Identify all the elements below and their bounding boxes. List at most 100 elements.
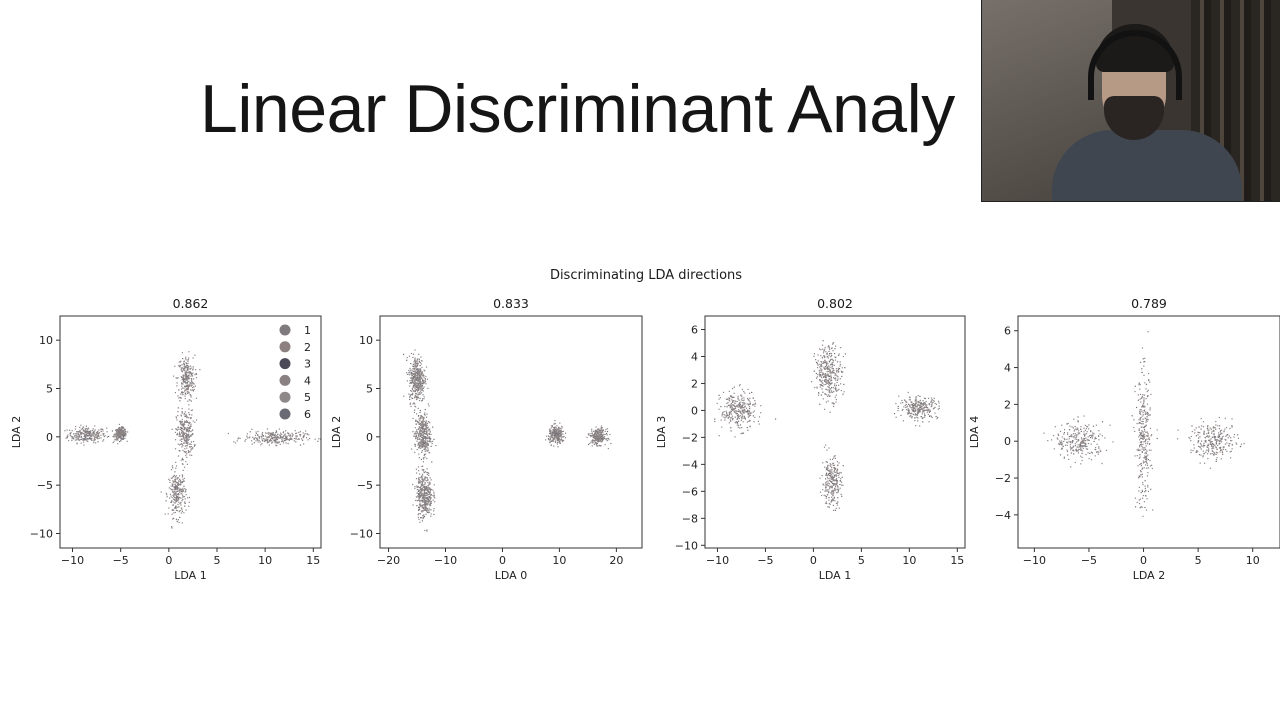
data-point [749, 419, 751, 422]
data-point [419, 374, 421, 377]
data-point [421, 493, 423, 495]
data-point [1061, 424, 1063, 426]
data-point [433, 493, 435, 495]
data-point [1072, 449, 1074, 452]
data-point [426, 428, 428, 430]
data-point [420, 444, 422, 446]
data-point [184, 386, 186, 388]
data-point [930, 401, 932, 403]
data-point [181, 407, 183, 410]
data-point [285, 439, 287, 442]
data-point [423, 480, 425, 482]
data-point [826, 382, 828, 384]
data-point [729, 395, 732, 398]
data-point [415, 435, 417, 437]
data-point [429, 500, 431, 503]
data-point [604, 433, 606, 436]
data-point [182, 458, 184, 461]
data-point [424, 450, 426, 452]
data-point [182, 358, 184, 360]
data-point [195, 373, 197, 375]
data-point [600, 445, 602, 447]
data-point [178, 521, 180, 524]
data-point [257, 434, 259, 437]
data-point [1077, 448, 1080, 451]
data-point [553, 437, 555, 439]
data-point [406, 356, 408, 359]
data-point [189, 394, 191, 396]
data-point [263, 440, 265, 443]
data-point [1076, 446, 1078, 448]
data-point [98, 432, 100, 435]
data-point [121, 434, 123, 436]
data-point [1140, 491, 1142, 494]
data-point [427, 491, 429, 493]
data-point [190, 373, 192, 375]
data-point [419, 419, 421, 422]
data-point [928, 411, 930, 413]
data-point [417, 387, 419, 389]
data-point [80, 424, 82, 426]
data-point [921, 408, 924, 410]
data-point [76, 431, 78, 433]
data-point [413, 382, 415, 385]
data-point [423, 501, 425, 503]
data-point [416, 429, 418, 431]
data-point [427, 444, 429, 447]
data-point [172, 494, 175, 497]
data-point [428, 488, 431, 490]
data-point [1081, 450, 1084, 452]
data-point [423, 442, 425, 444]
data-point [1075, 448, 1078, 450]
data-point [76, 443, 78, 445]
data-point [735, 410, 737, 412]
data-point [285, 439, 287, 441]
data-point [549, 432, 551, 435]
data-point [599, 445, 601, 447]
data-point [411, 377, 413, 379]
data-point [726, 398, 729, 400]
data-point [732, 408, 734, 410]
data-point [421, 510, 423, 512]
data-point [1101, 421, 1104, 423]
data-point [924, 406, 926, 408]
data-point [417, 428, 420, 430]
data-point [602, 437, 604, 439]
data-point [414, 373, 416, 375]
data-point [422, 441, 424, 443]
data-point [423, 500, 425, 502]
data-point [430, 509, 432, 511]
data-point [419, 428, 421, 430]
data-point [744, 416, 746, 418]
data-point [181, 474, 184, 476]
data-point [418, 431, 421, 433]
data-point [836, 468, 839, 470]
data-point [548, 436, 550, 438]
data-point [732, 400, 734, 402]
data-point [426, 530, 428, 532]
data-point [1100, 450, 1102, 453]
data-point [748, 399, 750, 401]
data-point [819, 374, 821, 376]
data-point [1140, 432, 1142, 435]
data-point [422, 498, 425, 500]
data-point [414, 367, 416, 369]
data-point [422, 379, 424, 381]
data-point [418, 504, 421, 506]
data-point [430, 445, 432, 447]
data-point [726, 402, 728, 405]
data-point [420, 489, 422, 491]
data-point [828, 383, 830, 385]
data-point [416, 432, 418, 434]
data-point [189, 443, 191, 445]
data-point [421, 446, 423, 448]
data-point [932, 408, 935, 410]
data-point [183, 426, 185, 429]
data-point [120, 437, 122, 439]
data-point [422, 475, 424, 477]
data-point [419, 435, 421, 437]
data-point [181, 371, 184, 373]
data-point [433, 484, 435, 486]
points-group [1043, 331, 1245, 517]
data-point [824, 490, 826, 492]
